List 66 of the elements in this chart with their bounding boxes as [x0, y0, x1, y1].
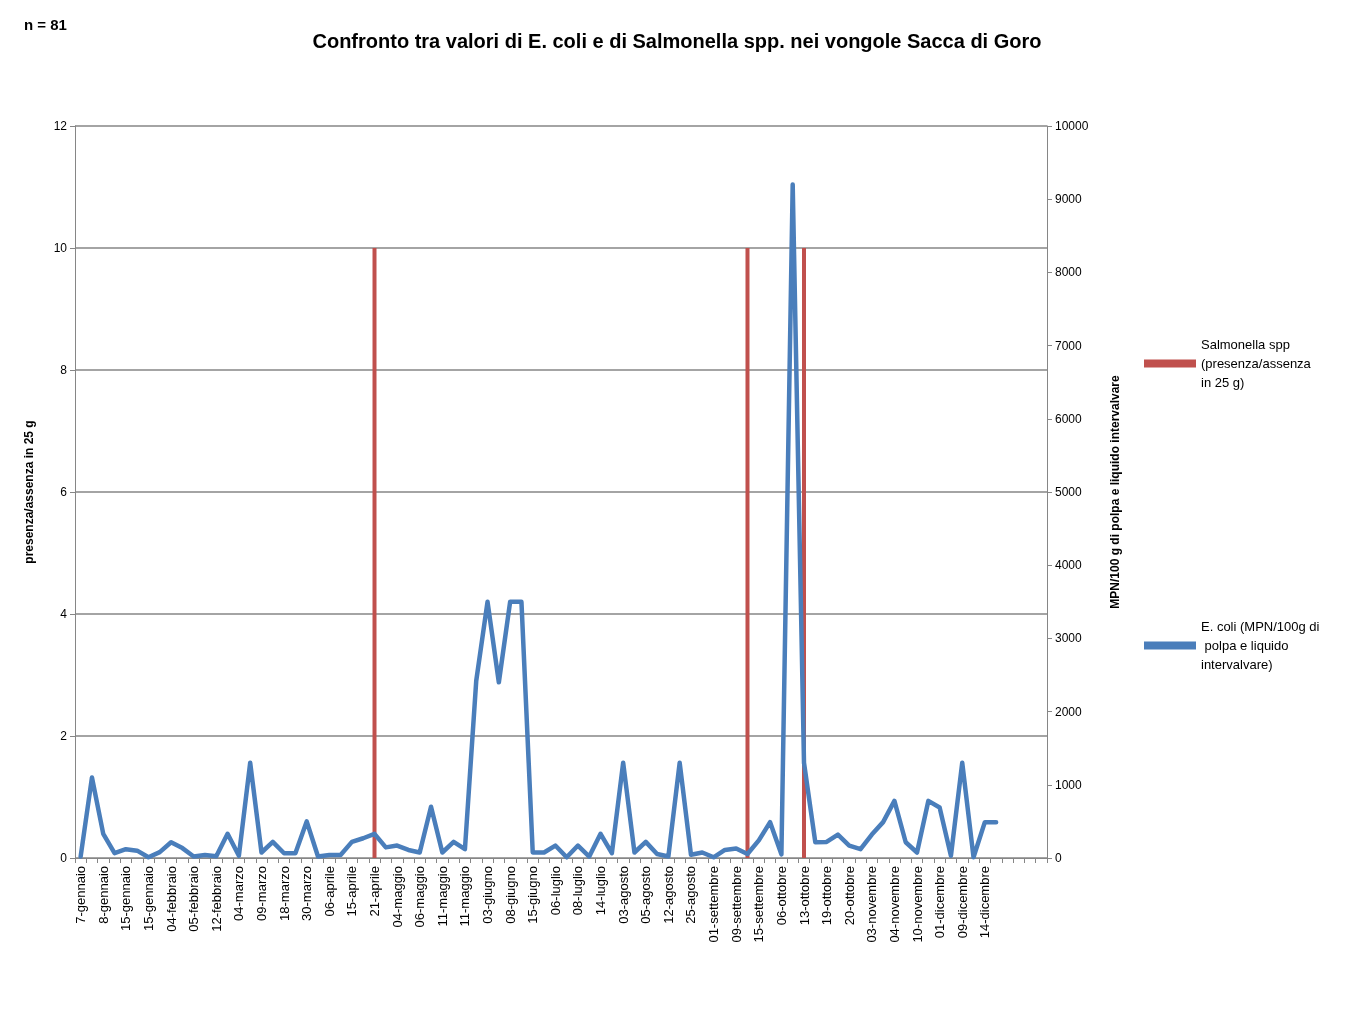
x-tick-label: 04-novembre — [886, 866, 902, 943]
x-tick-label: 09-settembre — [728, 866, 744, 943]
y2-tick-label: 2000 — [1055, 704, 1083, 719]
x-tick-label: 15-aprile — [344, 866, 360, 917]
x-tick-label: 14-luglio — [593, 866, 609, 916]
y2-tick-label: 0 — [1055, 851, 1062, 865]
y-tick-label: 0 — [60, 851, 68, 865]
y-tick-label: 6 — [60, 485, 68, 499]
x-tick-label: 03-giugno — [480, 866, 496, 924]
x-tick-label: 20-ottobre — [841, 866, 857, 926]
x-tick-label: 13-ottobre — [796, 866, 812, 926]
x-tick-label: 01-settembre — [706, 866, 722, 943]
x-tick-label: 11-maggio — [457, 866, 473, 927]
y-tick-label: 2 — [60, 729, 68, 743]
x-tick-label: 06-aprile — [321, 866, 337, 917]
x-tick-label: 08-luglio — [570, 866, 586, 916]
x-tick-label: 15-gennaio — [140, 866, 156, 932]
x-tick-label: 8-gennaio — [95, 866, 111, 924]
y-axis-title: presenza/assenza in 25 g — [22, 420, 36, 564]
x-tick-label: 21-aprile — [367, 866, 383, 917]
y2-tick-label: 5000 — [1055, 485, 1083, 499]
y-tick-label: 8 — [60, 363, 68, 377]
line-series — [78, 182, 999, 860]
y2-tick-label: 8000 — [1055, 265, 1083, 280]
x-tick-label: 06-maggio — [412, 866, 428, 928]
y-tick-label: 10 — [53, 241, 68, 255]
x-tick-label: 15-giugno — [525, 866, 541, 924]
y2-axis-title: MPN/100 g di polpa e liquido intervalvare — [1108, 374, 1122, 609]
text: n = 81 — [24, 16, 67, 33]
x-tick-label: 25-agosto — [683, 866, 699, 924]
x-tick-label: 18-marzo — [276, 866, 292, 921]
legend-label: E. coli (MPN/100g di polpa e liquido intervalvare) — [1201, 619, 1320, 672]
y2-tick-label: 10000 — [1055, 119, 1089, 133]
y2-tick-label: 6000 — [1055, 411, 1083, 426]
y-tick-label: 12 — [53, 119, 68, 133]
legend-label: Salmonella spp (presenza/assenza in 25 g) — [1201, 337, 1315, 390]
x-tick-label: 15-gennaio — [118, 866, 134, 932]
y2-tick-label: 7000 — [1055, 338, 1083, 353]
x-tick-label: 01-dicembre — [932, 866, 948, 939]
y2-tick-label: 3000 — [1055, 631, 1083, 646]
x-tick-label: 30-marzo — [299, 866, 315, 921]
x-tick-label: 09-dicembre — [954, 866, 970, 939]
x-tick-label: 08-giugno — [502, 866, 518, 924]
x-tick-label: 04-maggio — [389, 866, 405, 928]
x-tick-label: 12-agosto — [660, 866, 676, 924]
y2-tick-label: 9000 — [1055, 192, 1083, 207]
x-tick-label: 09-marzo — [253, 866, 269, 921]
y2-tick-label: 4000 — [1055, 558, 1083, 573]
x-tick-label: 11-maggio — [434, 866, 450, 927]
x-tick-label: 19-ottobre — [819, 866, 835, 926]
x-tick-label: 10-novembre — [909, 866, 925, 943]
x-tick-label: 05-agosto — [638, 866, 654, 924]
x-tick-label: 03-novembre — [864, 866, 880, 943]
x-tick-label: 15-settembre — [751, 866, 767, 943]
x-tick-label: 06-luglio — [547, 866, 563, 916]
chart-title: Confronto tra valori di E. coli e di Salmonella spp. nei vongole Sacca di Goro — [312, 30, 1042, 52]
x-tick-label: 05-febbraio — [186, 866, 202, 932]
x-tick-label: 04-febbraio — [163, 866, 179, 932]
x-tick-label: 7-gennaio — [73, 866, 89, 924]
y2-tick-label: 1000 — [1055, 777, 1083, 792]
x-tick-label: 03-agosto — [615, 866, 631, 924]
x-tick-label: 12-febbraio — [208, 866, 224, 932]
x-tick-label: 04-marzo — [231, 866, 247, 921]
x-tick-label: 06-ottobre — [773, 866, 789, 926]
y-tick-label: 4 — [60, 607, 68, 621]
x-tick-label: 14-dicembre — [977, 866, 993, 939]
